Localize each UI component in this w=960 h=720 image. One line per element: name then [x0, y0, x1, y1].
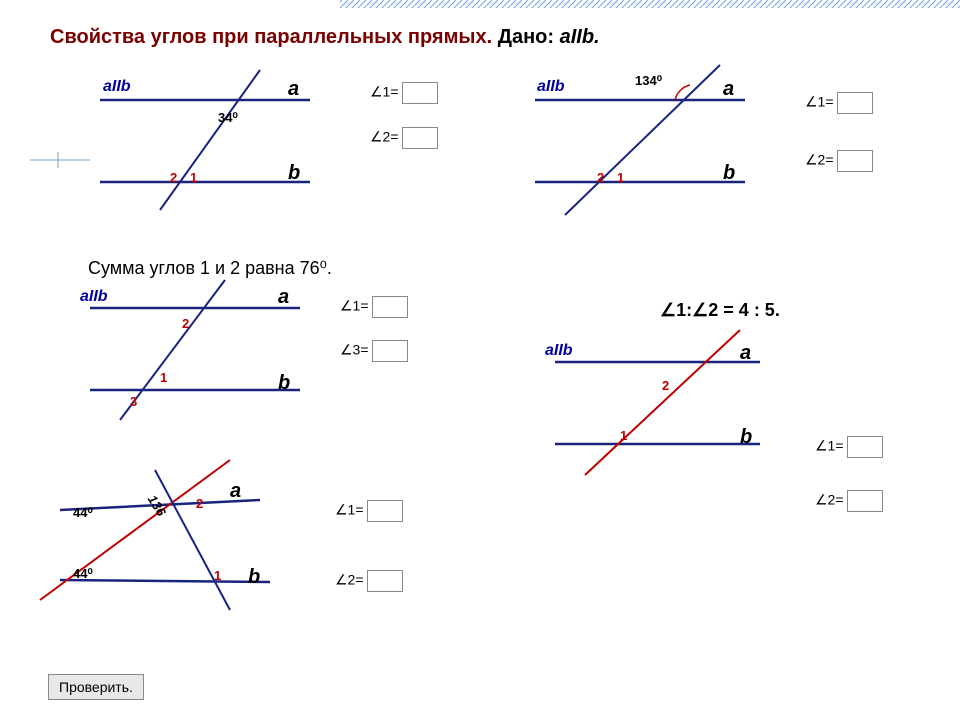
fig3-heading: Сумма углов 1 и 2 равна 76⁰.: [88, 258, 332, 279]
fig5-angle2: 44⁰: [73, 566, 93, 582]
fig4-a1-label: ∠1=: [815, 438, 844, 454]
fig5-angle1: 44⁰: [73, 505, 93, 521]
fig1-a1-input[interactable]: [402, 82, 438, 104]
fig3-a1-label: ∠1=: [340, 298, 369, 314]
fig3-n3: 3: [130, 394, 137, 409]
fig1-avb: aIIb: [103, 78, 131, 96]
fig5-a: a: [230, 480, 241, 503]
fig3-b: b: [278, 372, 290, 395]
fig3-a3-label: ∠3=: [340, 342, 369, 358]
fig5-a1-row: ∠1=: [335, 500, 403, 522]
fig1-a1-row: ∠1=: [370, 82, 438, 104]
fig1-given-angle: 34⁰: [218, 110, 238, 126]
fig2-a1-label: ∠1=: [805, 94, 834, 110]
fig2-a: a: [723, 78, 734, 101]
fig5-a1-label: ∠1=: [335, 502, 364, 518]
fig5-b: b: [248, 566, 260, 589]
fig2-a1-input[interactable]: [837, 92, 873, 114]
fig2-a2-input[interactable]: [837, 150, 873, 172]
fig2-a2-label: ∠2=: [805, 152, 834, 168]
fig4-a: a: [740, 342, 751, 365]
fig4-a2-label: ∠2=: [815, 492, 844, 508]
fig3-a1-input[interactable]: [372, 296, 408, 318]
fig5-n1: 1: [214, 568, 221, 583]
fig3-a1-row: ∠1=: [340, 296, 408, 318]
fig1-n2: 2: [170, 170, 177, 185]
fig1-a2-row: ∠2=: [370, 127, 438, 149]
fig4-avb: aIIb: [545, 342, 573, 360]
fig3-a3-row: ∠3=: [340, 340, 408, 362]
fig4-a2-row: ∠2=: [815, 490, 883, 512]
fig5-a1-input[interactable]: [367, 500, 403, 522]
fig4-n2: 2: [662, 378, 669, 393]
fig2-a1-row: ∠1=: [805, 92, 873, 114]
fig2-avb: aIIb: [537, 78, 565, 96]
fig2-n2: 2: [597, 170, 604, 185]
fig2-b: b: [723, 162, 735, 185]
fig5-a2-input[interactable]: [367, 570, 403, 592]
fig2-a2-row: ∠2=: [805, 150, 873, 172]
fig1-a2-label: ∠2=: [370, 129, 399, 145]
fig1-n1: 1: [190, 170, 197, 185]
fig3-n1: 1: [160, 370, 167, 385]
fig3-a3-input[interactable]: [372, 340, 408, 362]
fig3-a: a: [278, 286, 289, 309]
fig1-b: b: [288, 162, 300, 185]
fig2-n1: 1: [617, 170, 624, 185]
check-button[interactable]: Проверить.: [48, 674, 144, 700]
fig3-n2: 2: [182, 316, 189, 331]
fig5-n2: 2: [196, 496, 203, 511]
fig1-a: a: [288, 78, 299, 101]
fig4-a2-input[interactable]: [847, 490, 883, 512]
fig4-a1-input[interactable]: [847, 436, 883, 458]
fig5-a2-label: ∠2=: [335, 572, 364, 588]
fig3-avb: aIIb: [80, 288, 108, 306]
fig1-a1-label: ∠1=: [370, 84, 399, 100]
fig1-a2-input[interactable]: [402, 127, 438, 149]
fig5-a2-row: ∠2=: [335, 570, 403, 592]
fig4-a1-row: ∠1=: [815, 436, 883, 458]
fig4-n1: 1: [620, 428, 627, 443]
fig4-b: b: [740, 426, 752, 449]
fig2-given-angle: 134⁰: [635, 73, 662, 89]
fig4-heading: ∠1:∠2 = 4 : 5.: [660, 300, 780, 321]
